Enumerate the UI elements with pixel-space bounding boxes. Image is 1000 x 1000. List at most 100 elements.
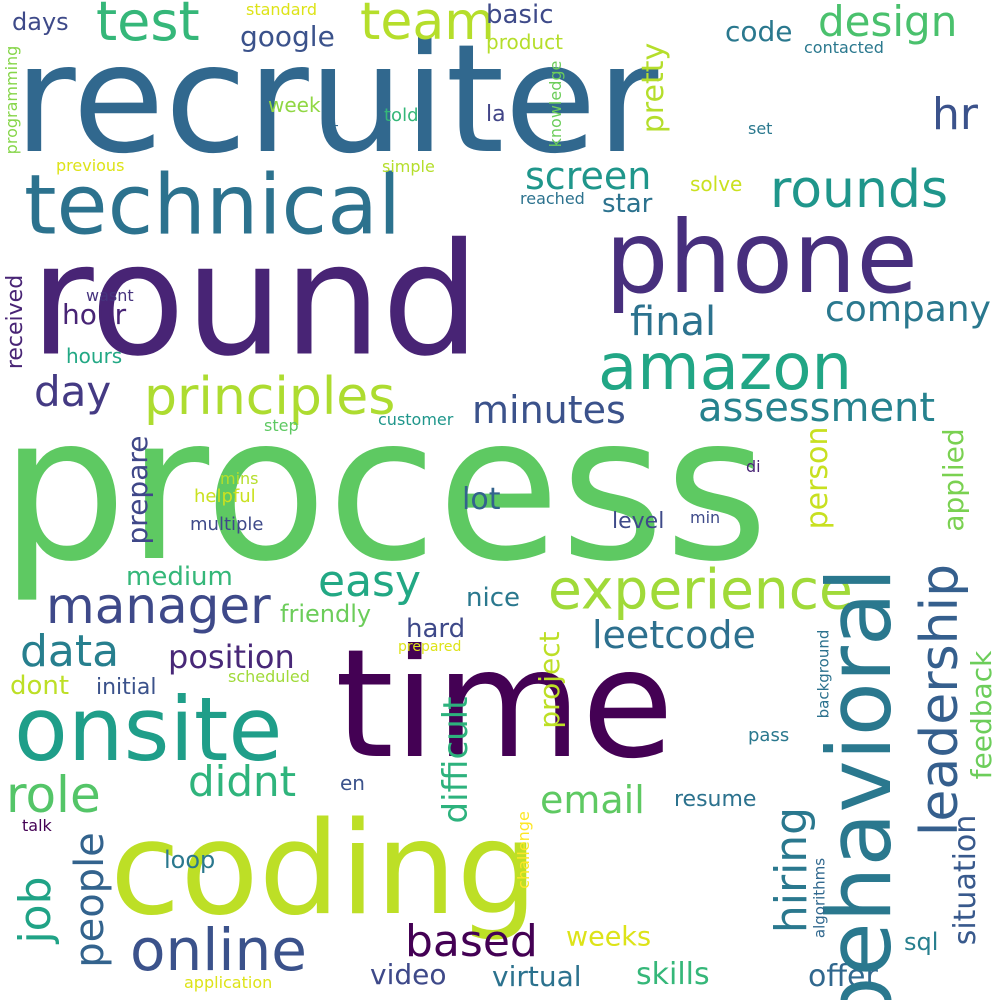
word-leetcode: leetcode bbox=[592, 613, 756, 657]
word-final: final bbox=[630, 299, 717, 345]
word-manager: manager bbox=[46, 577, 271, 635]
word-time: time bbox=[335, 618, 674, 792]
word-contacted: contacted bbox=[804, 38, 884, 57]
word-initial: initial bbox=[96, 675, 157, 700]
word-dont: dont bbox=[10, 671, 70, 701]
word-recruiter: recruiter bbox=[14, 13, 659, 187]
word-job: job bbox=[10, 876, 61, 944]
word-email: email bbox=[540, 778, 645, 822]
word-hr: hr bbox=[932, 89, 978, 140]
word-code: code bbox=[725, 15, 793, 48]
word-hard: hard bbox=[406, 614, 466, 644]
word-difficult: difficult bbox=[436, 696, 476, 824]
word-solve: solve bbox=[690, 172, 743, 196]
word-based: based bbox=[405, 916, 538, 967]
word-min: min bbox=[690, 508, 721, 527]
word-company: company bbox=[825, 289, 991, 330]
word-step: step bbox=[264, 416, 299, 435]
word-multiple: multiple bbox=[190, 514, 264, 535]
word-team: team bbox=[360, 0, 495, 52]
word-sql: sql bbox=[904, 928, 939, 956]
word-person: person bbox=[800, 426, 835, 530]
word-rounds: rounds bbox=[770, 160, 949, 220]
word-project: project bbox=[533, 631, 566, 729]
word-test: test bbox=[96, 0, 200, 53]
word-helpful: helpful bbox=[194, 486, 256, 507]
word-basic: basic bbox=[486, 0, 554, 30]
word-process: process bbox=[0, 373, 769, 606]
word-didnt: didnt bbox=[188, 757, 297, 806]
word-position: position bbox=[168, 638, 295, 676]
word-minutes: minutes bbox=[472, 388, 626, 432]
word-prepared: prepared bbox=[398, 639, 462, 655]
word-screen: screen bbox=[525, 154, 652, 198]
word-round: round bbox=[30, 209, 481, 391]
word-standard: standard bbox=[246, 0, 317, 19]
word-online: online bbox=[130, 916, 307, 984]
word-offer: offer bbox=[808, 959, 878, 994]
word-coding: coding bbox=[110, 795, 538, 944]
word-customer: customer bbox=[378, 410, 454, 429]
word-behavioral: experience bbox=[548, 557, 853, 622]
word-star: star bbox=[602, 189, 653, 219]
word-previous: previous bbox=[56, 156, 125, 175]
word-challenge: challenge bbox=[514, 811, 533, 889]
word-told: told bbox=[384, 105, 419, 126]
word-feedback: feedback bbox=[965, 650, 998, 780]
word-algorithms: algorithms bbox=[810, 857, 829, 939]
word-onsite: onsite bbox=[14, 678, 283, 781]
word-leadership: leadership bbox=[910, 563, 970, 837]
word-virtual: virtual bbox=[492, 960, 582, 993]
word-medium: medium bbox=[126, 562, 233, 592]
word-hours: hours bbox=[66, 344, 123, 368]
word-nice: nice bbox=[466, 583, 520, 613]
word-loop: loop bbox=[164, 846, 216, 874]
word-en: en bbox=[340, 771, 365, 795]
word-scheduled: scheduled bbox=[228, 667, 310, 686]
word-fit: fit bbox=[322, 119, 339, 138]
word-la: la bbox=[486, 102, 506, 127]
word-product: product bbox=[486, 30, 563, 54]
word-week: week bbox=[268, 93, 321, 117]
word-wasnt: wasnt bbox=[86, 286, 134, 305]
word-lot: lot bbox=[462, 482, 501, 517]
word-google: google bbox=[240, 20, 335, 53]
word-simple: simple bbox=[382, 157, 435, 176]
word-video: video bbox=[370, 958, 447, 991]
word-data: data bbox=[20, 626, 120, 677]
word-hiring: hiring bbox=[766, 806, 817, 934]
word-knowledge: knowledge bbox=[546, 60, 565, 148]
word-received: received bbox=[3, 274, 28, 370]
word-people: people bbox=[67, 832, 113, 968]
word-pretty: pretty bbox=[636, 42, 671, 134]
word-reached: reached bbox=[520, 189, 585, 208]
word-programming: programming bbox=[2, 45, 21, 155]
word-design: design bbox=[818, 0, 958, 46]
word-easy: easy bbox=[318, 556, 421, 607]
word-resume: resume bbox=[674, 787, 757, 812]
word-application: application bbox=[184, 973, 273, 992]
word-situation: situation bbox=[948, 814, 983, 946]
word-assessment: assessment bbox=[698, 385, 936, 431]
word-prepare: prepare bbox=[121, 435, 154, 545]
word-level: level bbox=[612, 509, 665, 534]
word-hour: hour bbox=[62, 298, 127, 331]
word-experience: amazon bbox=[598, 331, 853, 405]
word-talk: talk bbox=[22, 816, 52, 835]
word-background: background bbox=[814, 629, 833, 719]
word-technical: technical bbox=[24, 156, 402, 254]
word-weeks: weeks bbox=[566, 921, 652, 953]
word-role: role bbox=[6, 766, 101, 824]
word-pass: pass bbox=[748, 725, 790, 746]
word-mins: mins bbox=[220, 469, 259, 488]
word-di: di bbox=[746, 457, 761, 476]
word-set: set bbox=[748, 119, 773, 138]
word-days: days bbox=[12, 8, 69, 36]
word-friendly: friendly bbox=[280, 600, 372, 628]
word-principles: principles bbox=[144, 367, 396, 427]
word-day: day bbox=[34, 367, 112, 416]
word-applied: applied bbox=[937, 428, 970, 532]
word-phone: phone bbox=[605, 199, 918, 316]
word-skills: skills bbox=[636, 957, 710, 992]
